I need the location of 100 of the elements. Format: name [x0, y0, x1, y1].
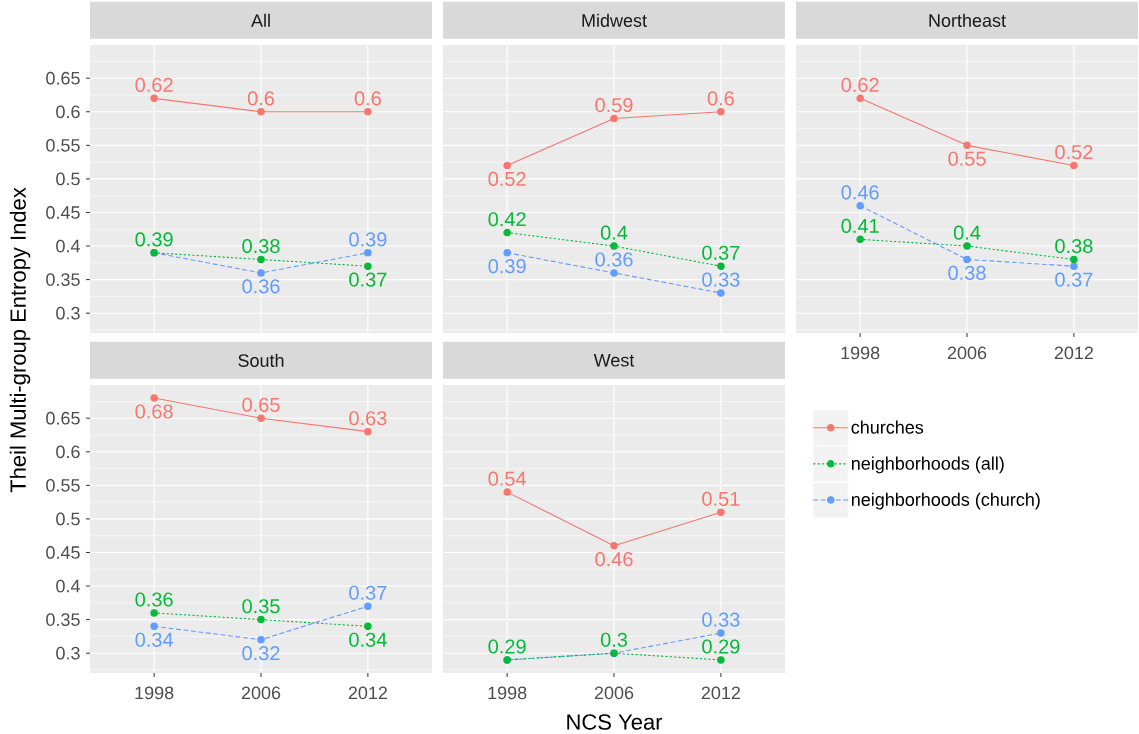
point [257, 255, 265, 264]
data-label: 0.38 [1055, 238, 1093, 254]
point [503, 488, 511, 496]
point [963, 141, 971, 150]
point [503, 228, 511, 237]
point [150, 609, 158, 617]
y-tick-label: 0.35 [46, 613, 80, 626]
data-label: 0.4 [953, 225, 981, 240]
data-label: 0.55 [948, 151, 986, 166]
data-label: 0.33 [702, 612, 740, 627]
point [364, 427, 372, 436]
point [1070, 262, 1078, 270]
point [717, 629, 725, 637]
data-label: 0.37 [702, 245, 740, 260]
point [364, 249, 372, 257]
point [610, 242, 618, 250]
data-label: 0.29 [488, 639, 526, 654]
point [150, 94, 158, 103]
point [257, 615, 265, 624]
data-label: 0.52 [488, 171, 526, 186]
data-label: 0.51 [702, 491, 740, 506]
point [610, 542, 618, 550]
point [856, 235, 864, 244]
data-label: 0.36 [135, 592, 173, 607]
point [364, 108, 372, 116]
data-label: 0.52 [1055, 145, 1093, 160]
point [717, 108, 725, 116]
data-label: 0.32 [242, 646, 280, 661]
x-tick-label: 2006 [947, 346, 987, 360]
data-label: 0.37 [349, 272, 387, 287]
data-label: 0.39 [488, 259, 526, 274]
y-tick-label: 0.4 [56, 579, 80, 593]
x-tick-label: 2012 [701, 686, 740, 700]
data-label: 0.38 [948, 265, 986, 280]
point [150, 622, 158, 631]
chart-title: Northeast [929, 13, 1006, 27]
legend-label: neighborhoods (all) [851, 456, 1004, 474]
x-tick-label: 1998 [841, 346, 880, 360]
data-label: 0.6 [247, 91, 275, 106]
y-tick-label: 0.55 [46, 138, 80, 152]
chart-title: South [238, 353, 284, 367]
point [963, 255, 971, 264]
point [856, 202, 864, 210]
y-tick-label: 0.3 [56, 646, 80, 660]
data-label: 0.62 [135, 77, 173, 93]
chart-title: Midwest [582, 13, 647, 27]
point [257, 108, 265, 116]
legend-label: churches [851, 420, 924, 434]
data-label: 0.36 [242, 279, 280, 294]
y-tick-label: 0.6 [56, 105, 80, 119]
point [856, 94, 864, 103]
y-tick-label: 0.35 [46, 273, 80, 286]
y-tick-label: 0.65 [46, 71, 80, 85]
y-tick-label: 0.45 [46, 546, 80, 559]
data-label: 0.29 [702, 639, 740, 654]
data-label: 0.63 [349, 411, 387, 426]
data-label: 0.65 [242, 397, 280, 412]
data-label: 0.37 [349, 585, 387, 600]
data-label: 0.39 [135, 232, 173, 247]
point [717, 262, 725, 270]
chart-title: All [251, 13, 270, 27]
x-tick-label: 2012 [348, 686, 387, 700]
data-label: 0.39 [349, 232, 387, 247]
y-axis-title: Theil Multi-group Entropy Index [9, 187, 31, 493]
y-tick-label: 0.65 [46, 411, 80, 425]
x-tick-label: 1998 [488, 686, 527, 700]
data-label: 0.41 [841, 218, 879, 234]
x-axis-title: NCS Year [567, 714, 663, 730]
data-label: 0.38 [242, 238, 280, 254]
data-label: 0.6 [354, 91, 381, 106]
point [717, 656, 725, 664]
point [150, 394, 158, 402]
data-label: 0.35 [242, 599, 280, 614]
point [257, 269, 265, 277]
data-label: 0.36 [595, 252, 633, 267]
data-label: 0.59 [595, 98, 633, 113]
y-tick-label: 0.55 [46, 478, 80, 492]
data-label: 0.3 [600, 632, 628, 647]
data-label: 0.68 [135, 404, 173, 419]
data-label: 0.33 [702, 272, 740, 287]
data-label: 0.4 [600, 225, 628, 240]
data-label: 0.62 [841, 77, 879, 93]
point [364, 262, 372, 270]
y-tick-label: 0.5 [56, 512, 80, 526]
point [717, 508, 725, 516]
point [503, 161, 511, 170]
x-tick-label: 2006 [241, 686, 281, 700]
y-tick-label: 0.3 [56, 306, 80, 320]
data-label: 0.42 [488, 212, 526, 227]
point [503, 249, 511, 257]
x-tick-label: 2012 [1054, 346, 1093, 360]
legend-label: neighborhoods (church) [851, 492, 1040, 510]
data-label: 0.6 [707, 91, 734, 106]
point [610, 269, 618, 277]
y-tick-label: 0.45 [46, 206, 80, 219]
x-tick-label: 1998 [135, 686, 174, 700]
point [257, 636, 265, 644]
data-label: 0.34 [349, 632, 387, 647]
chart-title: West [593, 354, 635, 367]
data-label: 0.46 [595, 552, 633, 567]
